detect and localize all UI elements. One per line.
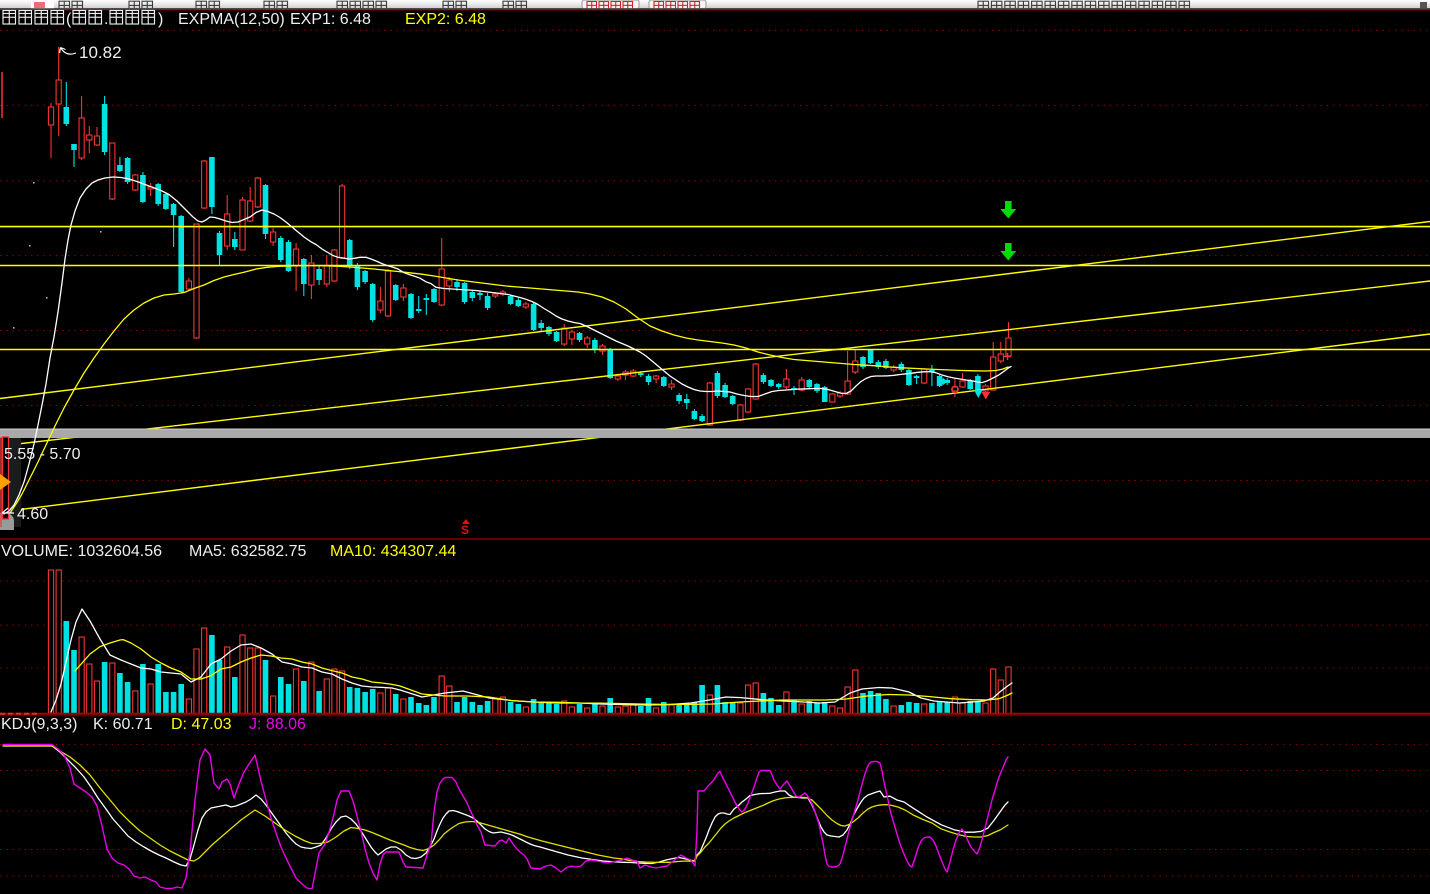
svg-text:4.60: 4.60 — [17, 506, 48, 523]
svg-text:EXPMA(12,50): EXPMA(12,50) — [178, 11, 285, 28]
svg-text:J: 88.06: J: 88.06 — [249, 716, 306, 733]
svg-text:S: S — [461, 523, 469, 537]
svg-text:.: . — [104, 11, 108, 28]
svg-text:(: ( — [66, 11, 72, 28]
svg-text:): ) — [158, 11, 163, 28]
svg-text:D: 47.03: D: 47.03 — [171, 716, 232, 733]
svg-text:EXP1: 6.48: EXP1: 6.48 — [290, 11, 371, 28]
svg-text:MA5: 632582.75: MA5: 632582.75 — [189, 543, 307, 560]
svg-text:EXP2: 6.48: EXP2: 6.48 — [405, 11, 486, 28]
svg-text:K: 60.71: K: 60.71 — [93, 716, 153, 733]
svg-text:5.55 - 5.70: 5.55 - 5.70 — [4, 446, 81, 463]
svg-text:10.82: 10.82 — [79, 43, 122, 62]
svg-text:VOLUME: 1032604.56: VOLUME: 1032604.56 — [1, 543, 162, 560]
svg-text:MA10: 434307.44: MA10: 434307.44 — [330, 543, 456, 560]
svg-text:KDJ(9,3,3): KDJ(9,3,3) — [1, 716, 77, 733]
